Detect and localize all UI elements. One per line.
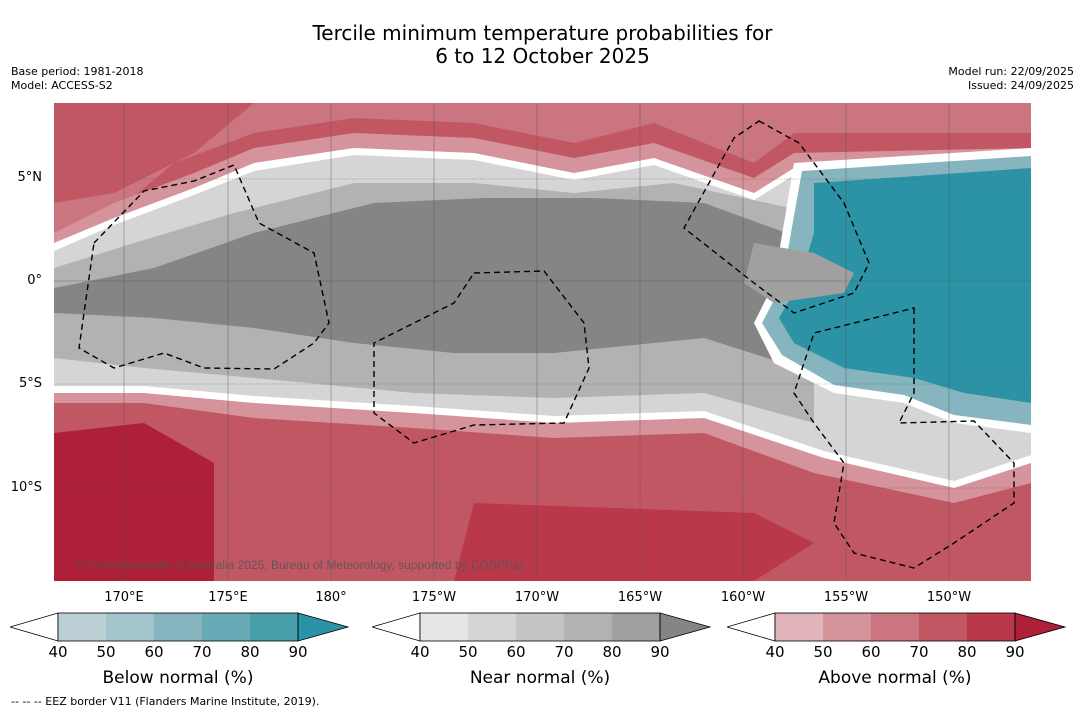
lon-label-160w: 160°W: [720, 590, 766, 605]
colorbar-near-low-arrow: [372, 612, 421, 642]
colorbar-near-bin-60: [516, 613, 564, 641]
eez-border-north-east: [683, 120, 870, 314]
colorbar-above-bin-60: [871, 613, 919, 641]
above-normal-90-southwest: [54, 423, 214, 581]
lon-label-175w: 175°W: [411, 590, 457, 605]
colorbar-below-bin-80: [250, 613, 298, 641]
colorbar-below-bin-70: [202, 613, 250, 641]
colorbar-near-bin-50: [468, 613, 516, 641]
near-normal-intrusion: [744, 243, 854, 303]
lon-label-170e: 170°E: [104, 590, 144, 605]
cb-above-tick-60: 60: [861, 643, 881, 661]
colorbar-below-low-arrow: [10, 612, 59, 642]
cb-above-tick-70: 70: [909, 643, 929, 661]
eez-borders: [78, 120, 1015, 569]
cb-above-tick-90: 90: [1005, 643, 1025, 661]
model-run: Model run: 22/09/2025: [948, 65, 1074, 78]
colorbar-above-outline: [774, 612, 1016, 642]
cb-near-tick-50: 50: [458, 643, 478, 661]
colorbar-above-bin-80: [967, 613, 1015, 641]
cb-near-tick-70: 70: [554, 643, 574, 661]
colorbar-near-bin-80: [612, 613, 660, 641]
colorbar-near-bin-70: [564, 613, 612, 641]
cb-below-tick-70: 70: [192, 643, 212, 661]
cb-below-tick-60: 60: [144, 643, 164, 661]
colorbar-near-outline: [419, 612, 661, 642]
meta-right: Model run: 22/09/2025 Issued: 24/09/2025: [774, 65, 1074, 93]
colorbar-below-high-arrow: [297, 612, 350, 642]
cb-above-tick-80: 80: [957, 643, 977, 661]
colorbar-below: [10, 612, 350, 642]
colorbar-above-low-arrow: [727, 612, 776, 642]
lon-label-170w: 170°W: [514, 590, 560, 605]
colorbar-near-high-arrow: [659, 612, 712, 642]
cb-near-tick-80: 80: [602, 643, 622, 661]
cb-below-tick-80: 80: [240, 643, 260, 661]
cb-near-tick-40: 40: [410, 643, 430, 661]
eez-legend: -- -- -- EEZ border V11 (Flanders Marine…: [11, 695, 320, 708]
eez-border-west: [78, 164, 330, 370]
eez-border-central: [373, 270, 590, 444]
colorbar-below-outline: [57, 612, 299, 642]
map-copyright: © Commonwealth of Australia 2025, Bureau…: [76, 558, 526, 572]
lat-label-5s: 5°S: [18, 376, 42, 391]
colorbar-near: [372, 612, 712, 642]
colorbar-above-bin-70: [919, 613, 967, 641]
lat-label-10s: 10°S: [10, 480, 42, 495]
below-normal-90-core: [779, 168, 1031, 403]
cb-below-tick-40: 40: [48, 643, 68, 661]
cb-below-label: Below normal (%): [102, 668, 254, 688]
colorbar-above-bin-40: [775, 613, 823, 641]
colorbar-above: [727, 612, 1067, 642]
cb-below-tick-90: 90: [288, 643, 308, 661]
lon-label-155w: 155°W: [823, 590, 869, 605]
lat-label-5n: 5°N: [17, 170, 43, 185]
lon-label-150w: 150°W: [926, 590, 972, 605]
model-name: Model: ACCESS-S2: [11, 79, 113, 92]
meta-left: Base period: 1981-2018 Model: ACCESS-S2: [11, 65, 143, 93]
cb-above-tick-50: 50: [813, 643, 833, 661]
cb-near-tick-90: 90: [650, 643, 670, 661]
base-period: Base period: 1981-2018: [11, 65, 144, 78]
map-title: Tercile minimum temperature probabilitie…: [0, 22, 1085, 68]
colorbar-near-bin-40: [420, 613, 468, 641]
cb-below-tick-50: 50: [96, 643, 116, 661]
above-normal-70-northwest: [54, 103, 254, 203]
lon-label-175e: 175°E: [208, 590, 248, 605]
cb-above-tick-40: 40: [765, 643, 785, 661]
lon-label-165w: 165°W: [617, 590, 663, 605]
above-normal-80-south: [454, 503, 814, 581]
title-line-2: 6 to 12 October 2025: [435, 44, 650, 68]
gridlines: [54, 103, 1031, 581]
colorbar-above-high-arrow: [1014, 612, 1067, 642]
colorbar-below-bin-40: [58, 613, 106, 641]
colorbar-below-bin-50: [106, 613, 154, 641]
cb-above-label: Above normal (%): [818, 668, 972, 688]
lat-label-0: 0°: [27, 273, 42, 288]
forecast-map: © Commonwealth of Australia 2025, Bureau…: [54, 103, 1031, 581]
lon-label-180: 180°: [315, 590, 347, 605]
cb-near-tick-60: 60: [506, 643, 526, 661]
eez-border-south-east: [793, 307, 1015, 569]
colorbar-above-bin-50: [823, 613, 871, 641]
cb-near-label: Near normal (%): [469, 668, 611, 688]
issued-date: Issued: 24/09/2025: [967, 79, 1074, 92]
colorbar-below-bin-60: [154, 613, 202, 641]
title-line-1: Tercile minimum temperature probabilitie…: [312, 21, 773, 45]
